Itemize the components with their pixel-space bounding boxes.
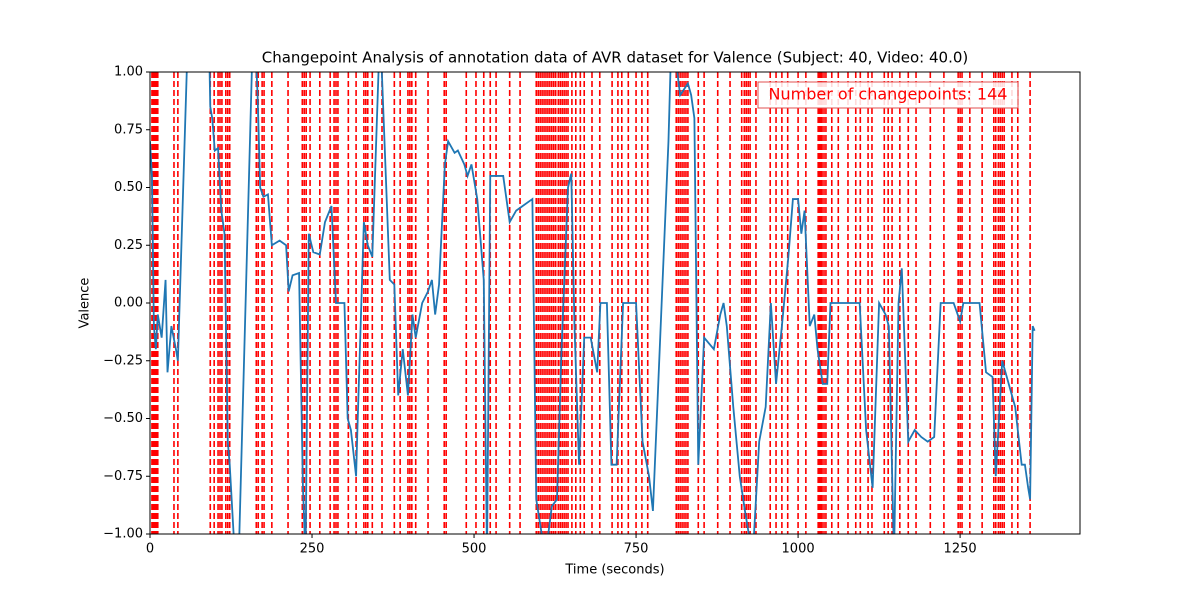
data-line (150, 72, 1036, 534)
x-tick-label: 500 (462, 542, 487, 557)
chart-title: Changepoint Analysis of annotation data … (262, 49, 969, 67)
plot-area (150, 72, 1036, 534)
x-axis-label: Time (seconds) (564, 563, 664, 578)
y-tick-label: −0.50 (103, 411, 143, 426)
annotation-box (757, 81, 1019, 109)
y-tick-label: 0.75 (114, 122, 143, 137)
x-tick-label: 0 (146, 542, 154, 557)
y-tick-label: 0.00 (114, 296, 143, 311)
x-tick-label: 750 (624, 542, 649, 557)
x-tick-label: 1250 (944, 542, 977, 557)
y-tick-label: −0.75 (103, 469, 143, 484)
y-tick-label: 0.25 (114, 238, 143, 253)
y-tick-label: 1.00 (114, 65, 143, 80)
y-axis-label: Valence (78, 278, 93, 329)
y-tick-label: −0.25 (103, 353, 143, 368)
annotation: Number of changepoints: 144 (769, 85, 1008, 104)
x-tick-label: 1000 (782, 542, 815, 557)
y-tick-label: −1.00 (103, 527, 143, 542)
y-tick-label: 0.50 (114, 180, 143, 195)
x-tick-label: 250 (300, 542, 325, 557)
